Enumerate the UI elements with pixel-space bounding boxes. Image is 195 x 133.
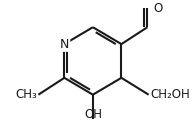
Text: OH: OH [84, 108, 102, 121]
Text: O: O [154, 2, 163, 15]
Text: N: N [60, 38, 69, 51]
Text: CH₂OH: CH₂OH [150, 88, 190, 101]
Text: CH₃: CH₃ [15, 88, 37, 101]
